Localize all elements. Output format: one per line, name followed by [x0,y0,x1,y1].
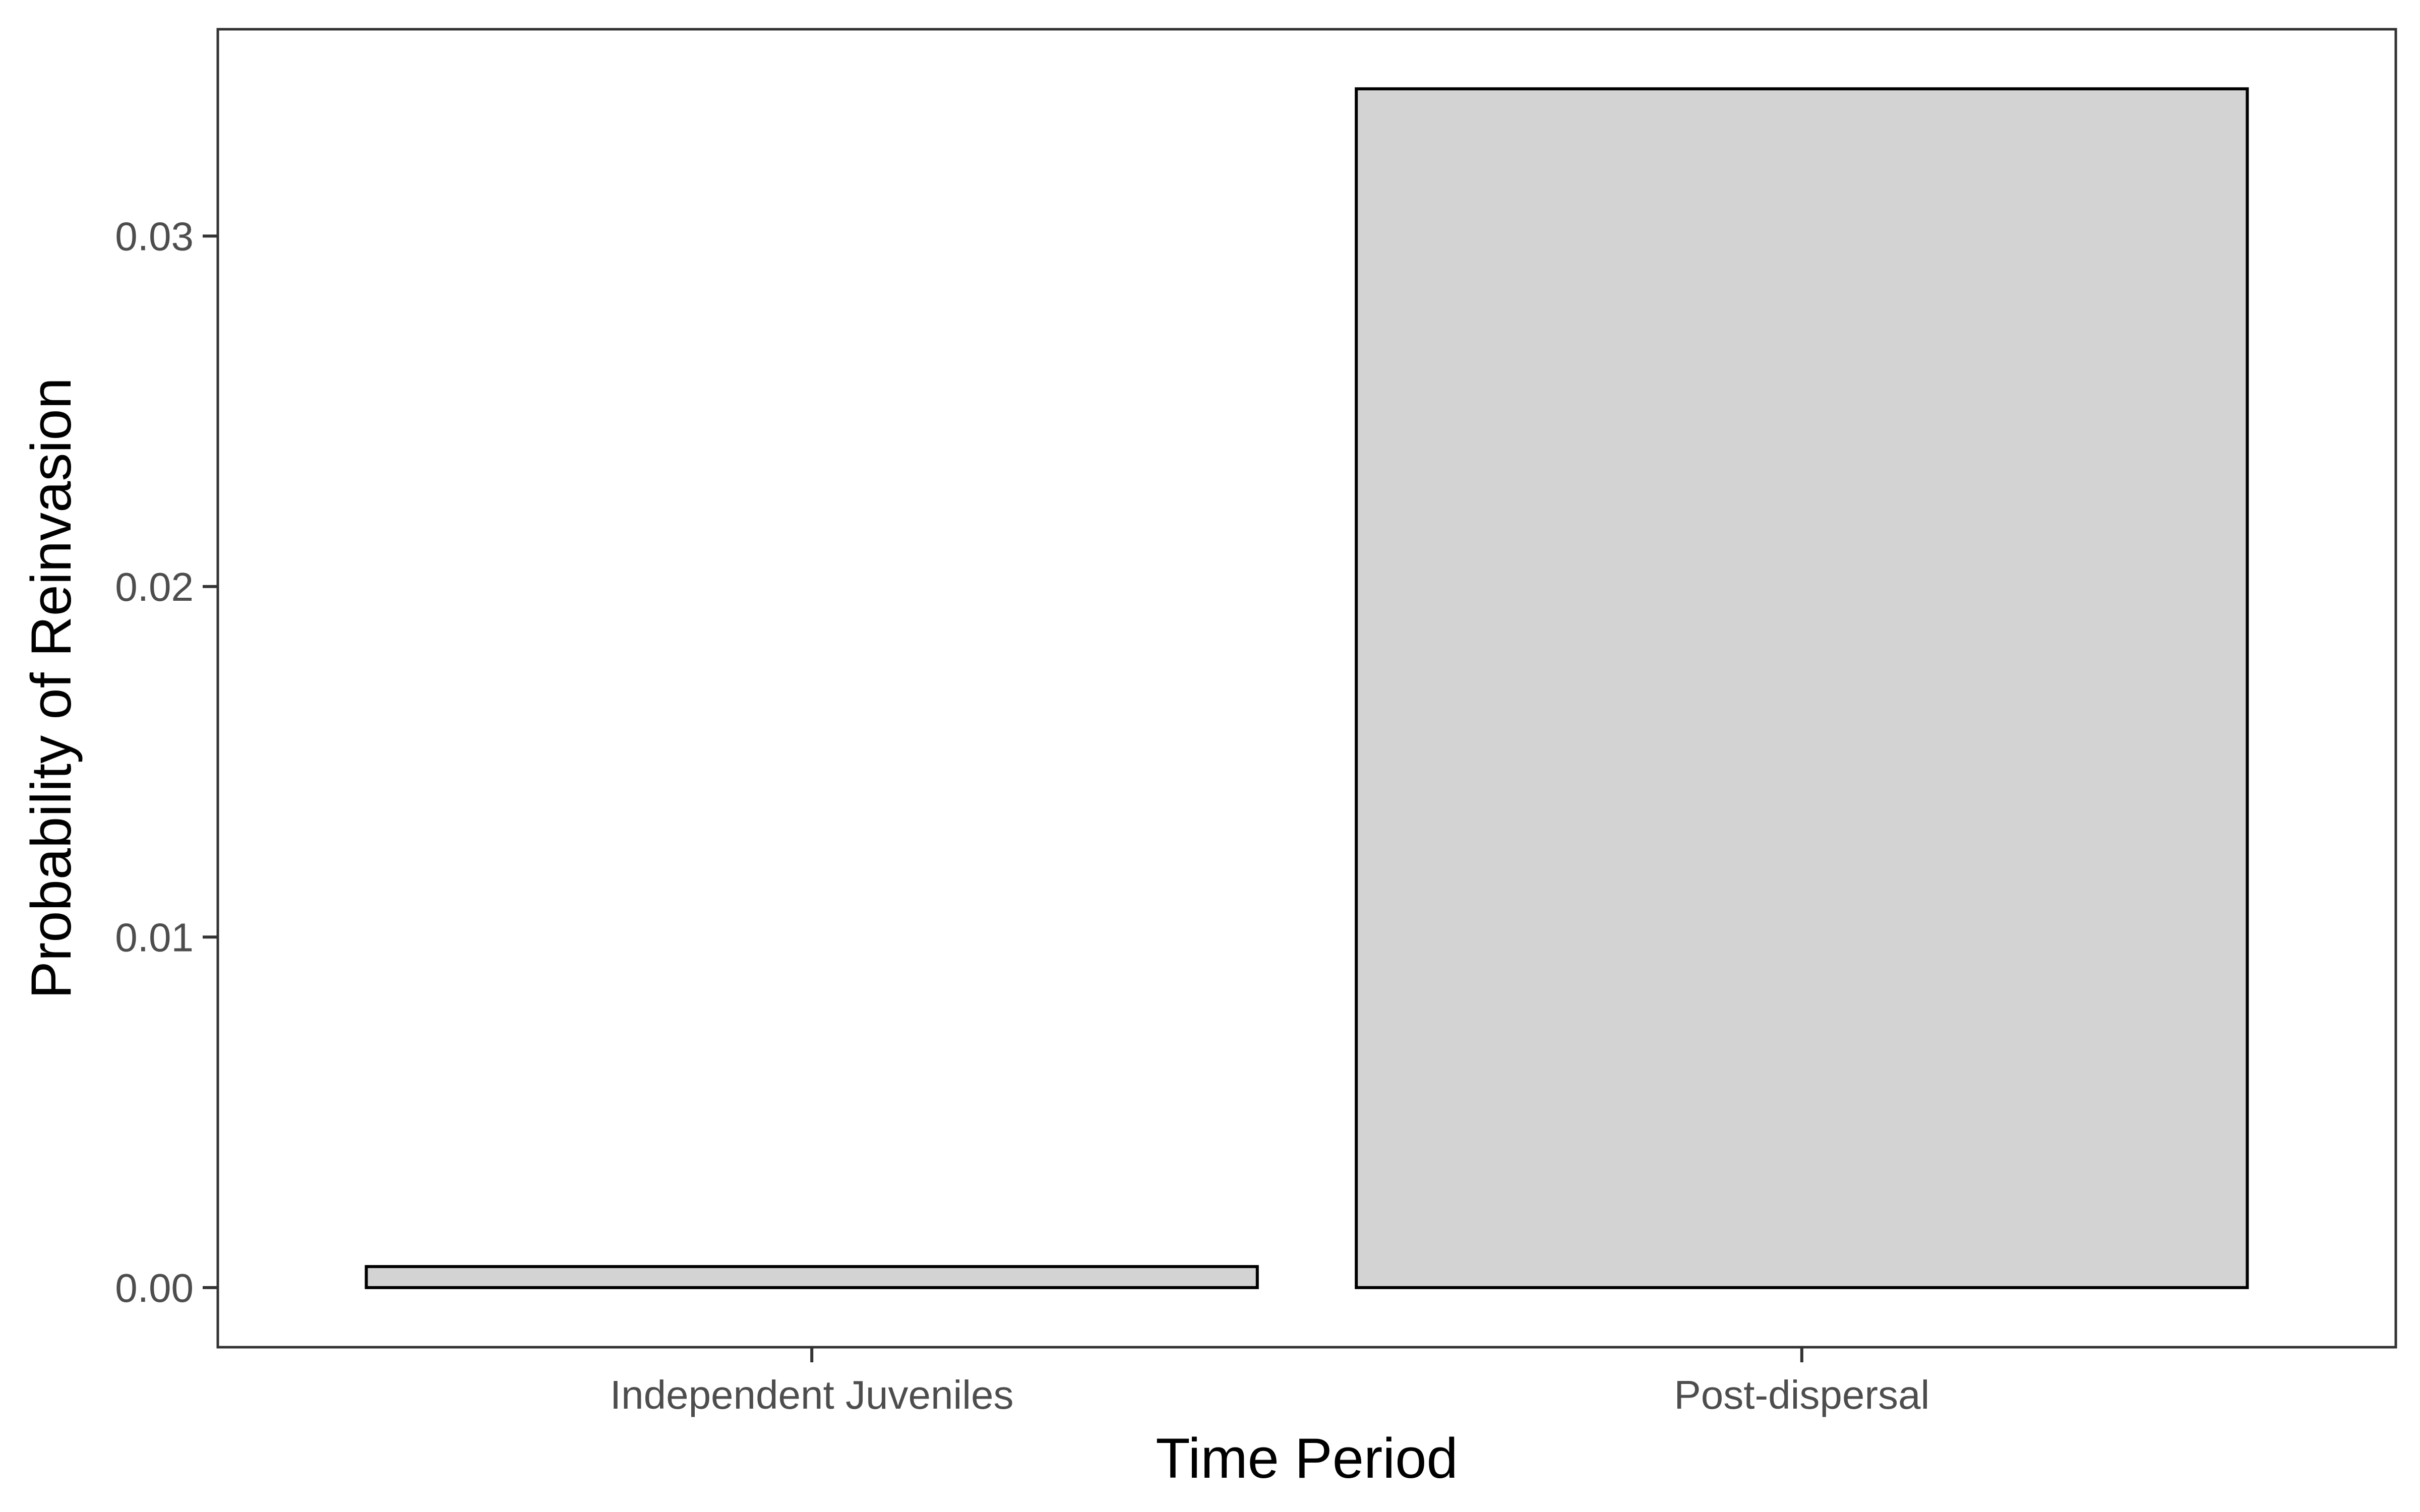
y-tick-label: 0.03 [115,214,194,259]
bars-layer [365,87,2249,1289]
x-tick-label: Post-dispersal [1674,1372,1929,1417]
y-tick-label: 0.01 [115,915,194,960]
x-axis-title: Time Period [1156,1427,1458,1490]
y-axis: 0.00 0.01 0.02 0.03 [115,214,218,1310]
y-tick-label: 0.02 [115,564,194,609]
plot-panel-border [216,28,2397,1349]
bar-0 [365,1265,1259,1289]
bar-1 [1355,87,2249,1289]
x-tick-label: Independent Juveniles [610,1372,1014,1417]
y-axis-title: Probability of Reinvasion [20,377,83,999]
y-tick-label: 0.00 [115,1266,194,1310]
x-axis: Independent Juveniles Post-dispersal [610,1347,1929,1417]
